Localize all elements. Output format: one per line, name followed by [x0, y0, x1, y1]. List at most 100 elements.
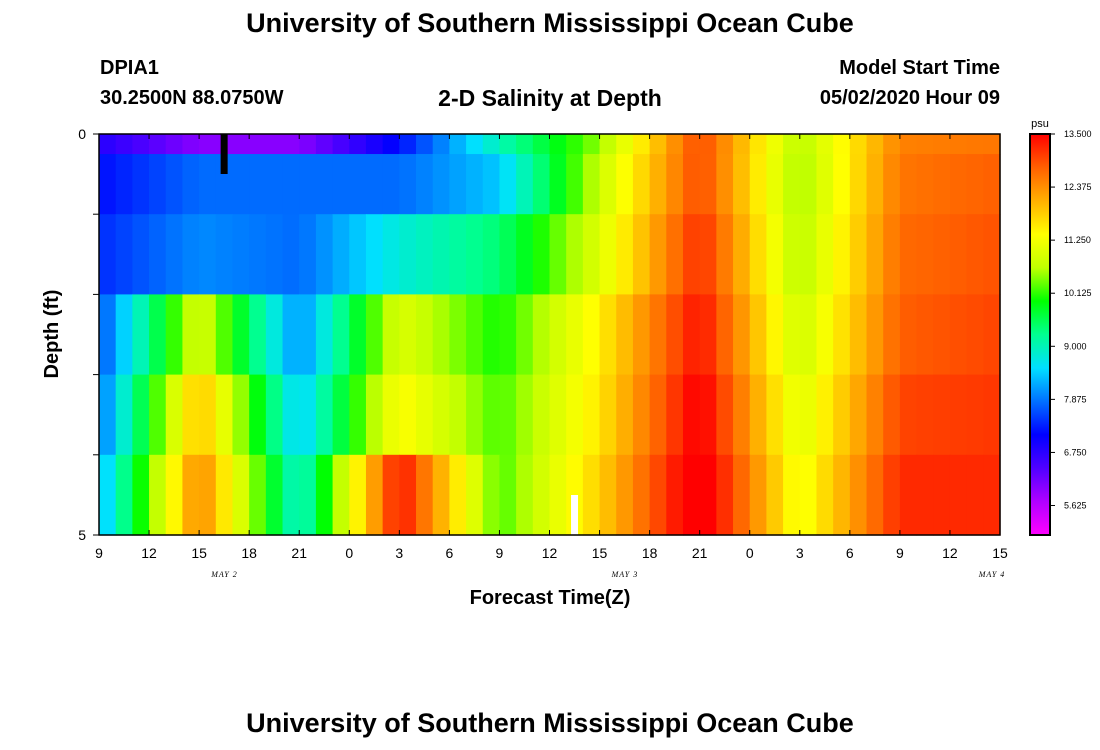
heatmap-cell: [449, 374, 467, 456]
heatmap-cell: [215, 214, 234, 295]
y-tick-label: 5: [78, 527, 86, 543]
heatmap-cell: [466, 154, 484, 215]
heatmap-cell: [549, 454, 567, 536]
heatmap-cell: [115, 214, 133, 295]
heatmap-cell: [666, 154, 684, 215]
heatmap-cell: [249, 134, 267, 155]
heatmap-cell: [616, 154, 634, 215]
heatmap-cell: [215, 154, 234, 215]
heatmap-cell: [866, 154, 884, 215]
surface-observation-marker: [220, 134, 228, 174]
date-label: MAY 2: [210, 570, 238, 579]
heatmap-cell: [849, 134, 868, 155]
heatmap-cell: [716, 154, 734, 215]
x-tick-label: 12: [942, 545, 958, 561]
heatmap-cell: [382, 294, 400, 376]
heatmap-cell: [833, 294, 851, 376]
station-coordinates: 30.2500N 88.0750W: [100, 87, 284, 109]
heatmap-cell: [399, 154, 417, 215]
heatmap-cell: [482, 374, 501, 456]
heatmap-cell: [649, 134, 667, 155]
heatmap-cell: [766, 374, 784, 456]
heatmap-cell: [682, 154, 701, 215]
heatmap-cell: [466, 374, 484, 456]
heatmap-cell: [99, 214, 117, 295]
heatmap-cell: [232, 454, 250, 536]
heatmap-cell: [799, 134, 818, 155]
heatmap-cell: [549, 154, 567, 215]
heatmap-cell: [365, 374, 384, 456]
heatmap-cell: [799, 374, 818, 456]
heatmap-cell: [499, 214, 517, 295]
heatmap-cell: [399, 134, 417, 155]
heatmap-cell: [466, 214, 484, 295]
date-label: MAY 4: [978, 570, 1006, 579]
heatmap-cell: [666, 374, 684, 456]
heatmap-cell: [149, 154, 167, 215]
heatmap-cell: [466, 454, 484, 536]
heatmap-cell: [315, 374, 334, 456]
heatmap-cell: [232, 294, 250, 376]
heatmap-cell: [499, 154, 517, 215]
heatmap-cell: [265, 294, 284, 376]
heatmap-cell: [165, 214, 184, 295]
heatmap-cell: [332, 154, 350, 215]
heatmap-cell: [916, 454, 934, 536]
heatmap-cell: [349, 154, 367, 215]
heatmap-cell: [532, 374, 551, 456]
x-tick-label: 15: [992, 545, 1008, 561]
heatmap-cell: [599, 214, 617, 295]
heatmap-cell: [883, 134, 901, 155]
heatmap-cell: [566, 154, 584, 215]
heatmap-cell: [99, 374, 117, 456]
heatmap-cell: [966, 294, 984, 376]
heatmap-cell: [983, 374, 1001, 456]
heatmap-cell: [365, 154, 384, 215]
heatmap-cell: [733, 154, 751, 215]
heatmap-cell: [616, 134, 634, 155]
colorbar-tick-label: 13.500: [1064, 129, 1092, 139]
heatmap-cell: [199, 154, 217, 215]
heatmap-cell: [749, 134, 768, 155]
heatmap-cell: [282, 294, 300, 376]
heatmap-cell: [416, 454, 434, 536]
heatmap-cell: [766, 154, 784, 215]
heatmap-cell: [899, 154, 918, 215]
heatmap-cell: [766, 214, 784, 295]
colorbar-tick-label: 5.625: [1064, 501, 1087, 511]
heatmap-cell: [265, 154, 284, 215]
heatmap-cell: [582, 374, 601, 456]
colorbar-tick-label: 7.875: [1064, 394, 1087, 404]
heatmap-cell: [699, 214, 717, 295]
heatmap-cell: [232, 154, 250, 215]
heatmap-cell: [299, 134, 317, 155]
heatmap-cell: [733, 214, 751, 295]
colorbar-tick-label: 11.250: [1064, 235, 1091, 245]
heatmap-cell: [983, 154, 1001, 215]
heatmap-cell: [132, 134, 150, 155]
heatmap-cell: [199, 454, 217, 536]
heatmap-cell: [549, 214, 567, 295]
heatmap-cell: [616, 374, 634, 456]
heatmap-cell: [916, 294, 934, 376]
heatmap-cell: [232, 214, 250, 295]
heatmap-cell: [666, 294, 684, 376]
x-tick-label: 3: [395, 545, 403, 561]
heatmap-cell: [499, 454, 517, 536]
heatmap-cell: [966, 374, 984, 456]
x-tick-label: 6: [846, 545, 854, 561]
heatmap-cell: [182, 374, 200, 456]
heatmap-cell: [315, 454, 334, 536]
heatmap-cell: [449, 214, 467, 295]
x-tick-label: 15: [592, 545, 608, 561]
heatmap-cell: [315, 214, 334, 295]
heatmap-cell: [716, 134, 734, 155]
heatmap-cell: [199, 134, 217, 155]
heatmap-cell: [516, 214, 534, 295]
heatmap-cell: [215, 374, 234, 456]
heatmap-cell: [566, 294, 584, 376]
heatmap-cell: [299, 374, 317, 456]
x-tick-label: 0: [345, 545, 353, 561]
heatmap-cell: [265, 454, 284, 536]
heatmap-cell: [899, 374, 918, 456]
